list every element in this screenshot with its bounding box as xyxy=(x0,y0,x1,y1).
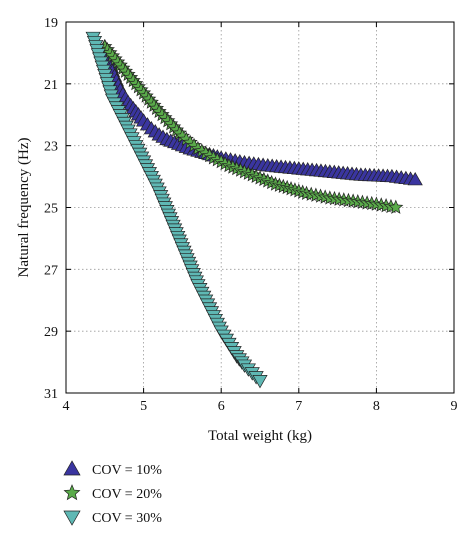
legend-marker xyxy=(63,484,81,501)
legend-item: COV = 30% xyxy=(63,510,162,526)
series-3 xyxy=(85,31,268,389)
y-tick-label: 29 xyxy=(44,325,58,340)
legend-item: COV = 10% xyxy=(63,460,162,478)
legend: COV = 10% COV = 20% COV = 30% xyxy=(63,460,162,526)
legend-label: COV = 30% xyxy=(92,511,162,526)
legend-marker xyxy=(63,460,81,476)
x-tick-label: 9 xyxy=(451,399,458,414)
data-point xyxy=(407,171,423,186)
y-tick-label: 31 xyxy=(44,387,58,402)
x-tick-label: 6 xyxy=(218,399,225,414)
x-tick-label: 5 xyxy=(140,399,147,414)
y-tick-label: 19 xyxy=(44,16,58,31)
y-axis-label: Natural frequency (Hz) xyxy=(16,138,32,278)
x-tick-label: 8 xyxy=(373,399,380,414)
series-2 xyxy=(97,38,404,214)
data-point xyxy=(252,375,268,389)
series-layer xyxy=(85,31,423,389)
y-tick-label: 27 xyxy=(44,263,58,278)
legend-item: COV = 20% xyxy=(63,484,162,502)
y-tick-label: 23 xyxy=(44,140,58,155)
data-point xyxy=(388,199,404,214)
y-tick-label: 25 xyxy=(44,202,58,217)
x-tick-label: 7 xyxy=(295,399,302,414)
x-axis-label: Total weight (kg) xyxy=(208,428,312,444)
x-tick-label: 4 xyxy=(63,399,70,414)
legend-label: COV = 20% xyxy=(92,487,162,502)
y-tick-label: 21 xyxy=(44,78,58,93)
legend-marker xyxy=(63,510,81,526)
legend-label: COV = 10% xyxy=(92,463,162,478)
axis-ticks: 4 5 6 7 8 9 19 21 23 25 27 29 31 xyxy=(44,16,458,414)
